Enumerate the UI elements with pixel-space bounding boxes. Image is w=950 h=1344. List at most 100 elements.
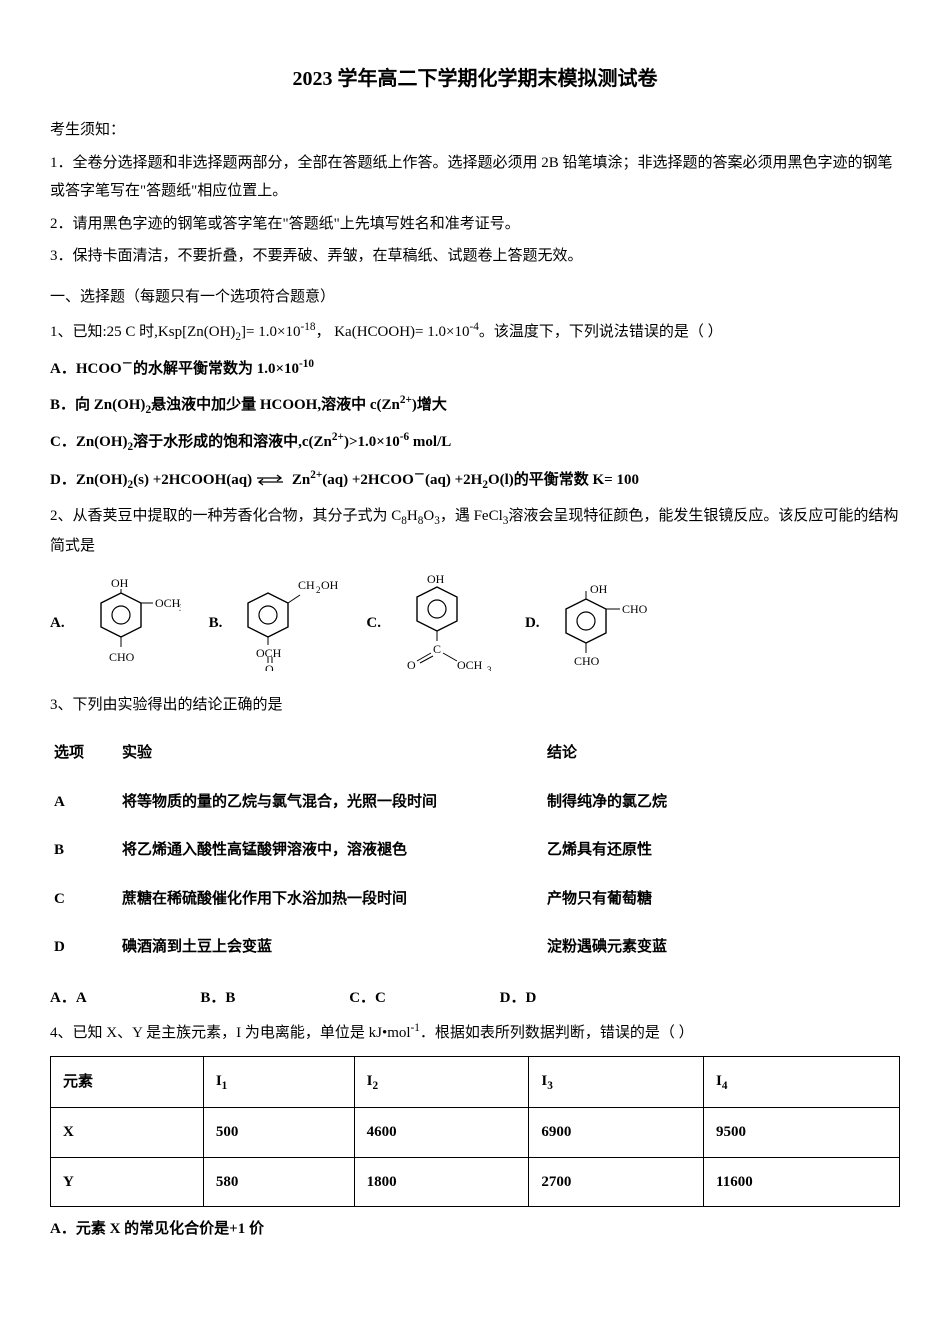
subscript: 1 bbox=[222, 1080, 228, 1092]
svg-text:OH: OH bbox=[590, 582, 608, 596]
text: (s) +2HCOOH(aq) bbox=[133, 472, 252, 488]
cell: 将乙烯通入酸性高锰酸钾溶液中，溶液褪色 bbox=[118, 826, 543, 875]
equilibrium-arrow-icon bbox=[255, 474, 285, 486]
text: ．根据如表所列数据判断，错误的是（ ） bbox=[420, 1025, 694, 1041]
page-title: 2023 学年高二下学期化学期末模拟测试卷 bbox=[50, 60, 900, 98]
ionization-table: 元素 I1 I2 I3 I4 X 500 4600 6900 9500 Y 58… bbox=[50, 1056, 900, 1207]
cell: 11600 bbox=[704, 1157, 900, 1207]
option-a: A．A bbox=[50, 984, 87, 1013]
table-row: Y 580 1800 2700 11600 bbox=[51, 1157, 900, 1207]
svg-text:OH: OH bbox=[111, 576, 129, 590]
table-row: D碘酒滴到土豆上会变蓝淀粉遇碘元素变蓝 bbox=[50, 923, 900, 972]
svg-text:O: O bbox=[265, 662, 274, 671]
table-row: X 500 4600 6900 9500 bbox=[51, 1108, 900, 1158]
question-stem: 3、下列由实验得出的结论正确的是 bbox=[50, 691, 900, 720]
superscript: -1 bbox=[411, 1022, 420, 1034]
svg-text:OCH: OCH bbox=[457, 658, 483, 671]
col-head-option: 选项 bbox=[50, 729, 118, 778]
answer-options: A．A B．B C．C D．D bbox=[50, 984, 900, 1013]
subscript: 3 bbox=[547, 1080, 553, 1092]
experiment-table: 选项 实验 结论 A将等物质的量的乙烷与氯气混合，光照一段时间制得纯净的氯乙烷 … bbox=[50, 729, 900, 972]
table-row: 元素 I1 I2 I3 I4 bbox=[51, 1056, 900, 1107]
option-b: B．B bbox=[200, 984, 235, 1013]
svg-text:3: 3 bbox=[487, 665, 492, 671]
cell: 淀粉遇碘元素变蓝 bbox=[543, 923, 900, 972]
cell: 碘酒滴到土豆上会变蓝 bbox=[118, 923, 543, 972]
option-b: B．向 Zn(OH)2悬浊液中加少量 HCOOH,溶液中 c(Zn2+)增大 bbox=[50, 390, 900, 421]
text: 4、已知 X、Y 是主族元素，I 为电离能，单位是 kJ•mol bbox=[50, 1025, 411, 1041]
notice-line: 2．请用黑色字迹的钢笔或答字笔在"答题纸"上先填写姓名和准考证号。 bbox=[50, 210, 900, 239]
question-stem: 2、从香荚豆中提取的一种芳香化合物，其分子式为 C8H8O3，遇 FeCl3溶液… bbox=[50, 502, 900, 561]
svg-text:O: O bbox=[407, 658, 416, 671]
text: ，遇 FeCl bbox=[440, 508, 503, 524]
col-head-conclusion: 结论 bbox=[543, 729, 900, 778]
notice-line: 3．保持卡面清洁，不要折叠，不要弄破、弄皱，在草稿纸、试题卷上答题无效。 bbox=[50, 242, 900, 271]
text: O(l)的平衡常数 K= 100 bbox=[488, 472, 639, 488]
option-letter: C. bbox=[366, 609, 381, 638]
superscript: － bbox=[414, 469, 425, 481]
option-letter: D. bbox=[525, 609, 540, 638]
cell: 将等物质的量的乙烷与氯气混合，光照一段时间 bbox=[118, 778, 543, 827]
svg-text:3: 3 bbox=[179, 603, 181, 613]
cell: 580 bbox=[203, 1157, 354, 1207]
text: 2、从香荚豆中提取的一种芳香化合物，其分子式为 C bbox=[50, 508, 401, 524]
text: ]= 1.0×10 bbox=[241, 324, 300, 340]
svg-text:OH: OH bbox=[427, 575, 445, 586]
text: D．Zn(OH) bbox=[50, 472, 128, 488]
svg-text:OCH: OCH bbox=[256, 646, 282, 660]
cell: 6900 bbox=[529, 1108, 704, 1158]
subscript: 4 bbox=[722, 1080, 728, 1092]
notice-head: 考生须知： bbox=[50, 116, 900, 145]
text: mol/L bbox=[409, 434, 451, 450]
cell: D bbox=[50, 923, 118, 972]
table-row: A将等物质的量的乙烷与氯气混合，光照一段时间制得纯净的氯乙烷 bbox=[50, 778, 900, 827]
svg-text:2: 2 bbox=[316, 585, 321, 595]
text: 。该温度下，下列说法错误的是（ ） bbox=[479, 324, 723, 340]
option-c-structure: C. OH C O OCH 3 bbox=[366, 575, 497, 671]
svg-text:CHO: CHO bbox=[109, 650, 135, 664]
col-head-i3: I3 bbox=[529, 1056, 704, 1107]
table-row: C蔗糖在稀硫酸催化作用下水浴加热一段时间产物只有葡萄糖 bbox=[50, 875, 900, 924]
option-a: A．HCOO－的水解平衡常数为 1.0×10-10 bbox=[50, 354, 900, 384]
col-head-i4: I4 bbox=[704, 1056, 900, 1107]
text: C．Zn(OH) bbox=[50, 434, 128, 450]
cell: 500 bbox=[203, 1108, 354, 1158]
benzene-structure-icon: OH CHO CHO bbox=[546, 575, 656, 671]
benzene-structure-icon: CH2OH OCH O bbox=[228, 575, 338, 671]
cell: B bbox=[50, 826, 118, 875]
svg-text:CHO: CHO bbox=[574, 654, 600, 668]
subscript: 2 bbox=[373, 1080, 379, 1092]
cell: 2700 bbox=[529, 1157, 704, 1207]
superscript: － bbox=[122, 358, 133, 370]
option-letter: B. bbox=[209, 609, 223, 638]
option-letter: A. bbox=[50, 609, 65, 638]
cell: 蔗糖在稀硫酸催化作用下水浴加热一段时间 bbox=[118, 875, 543, 924]
cell: 产物只有葡萄糖 bbox=[543, 875, 900, 924]
col-head-element: 元素 bbox=[51, 1056, 204, 1107]
cell: 1800 bbox=[354, 1157, 529, 1207]
superscript: -10 bbox=[299, 358, 314, 370]
svg-text:C: C bbox=[433, 642, 441, 656]
text: ， Ka(HCOOH)= 1.0×10 bbox=[315, 324, 469, 340]
text: 1、已知:25 C 时,Ksp[Zn(OH) bbox=[50, 324, 235, 340]
svg-text:OH: OH bbox=[321, 578, 338, 592]
question-stem: 1、已知:25 C 时,Ksp[Zn(OH)2]= 1.0×10-18， Ka(… bbox=[50, 317, 900, 348]
text: A．HCOO bbox=[50, 361, 122, 377]
option-c: C．Zn(OH)2溶于水形成的饱和溶液中,c(Zn2+)>1.0×10-6 mo… bbox=[50, 427, 900, 458]
text: O bbox=[423, 508, 434, 524]
text: (aq) +2H bbox=[425, 472, 482, 488]
option-c: C．C bbox=[349, 984, 386, 1013]
option-d: D．Zn(OH)2(s) +2HCOOH(aq) Zn2+(aq) +2HCOO… bbox=[50, 465, 900, 496]
svg-text:CHO: CHO bbox=[622, 602, 648, 616]
structure-options: A. OH OCH3 CHO B. CH2OH OCH O C. bbox=[50, 575, 900, 671]
notice-line: 1．全卷分选择题和非选择题两部分，全部在答题纸上作答。选择题必须用 2B 铅笔填… bbox=[50, 149, 900, 206]
col-head-i2: I2 bbox=[354, 1056, 529, 1107]
text: 悬浊液中加少量 HCOOH,溶液中 c(Zn bbox=[151, 397, 400, 413]
text: 的水解平衡常数为 1.0×10 bbox=[133, 361, 299, 377]
text: )>1.0×10 bbox=[344, 434, 400, 450]
svg-text:OCH: OCH bbox=[155, 596, 181, 610]
benzene-structure-icon: OH OCH3 CHO bbox=[71, 575, 181, 671]
table-row: 选项 实验 结论 bbox=[50, 729, 900, 778]
cell: Y bbox=[51, 1157, 204, 1207]
cell: 乙烯具有还原性 bbox=[543, 826, 900, 875]
